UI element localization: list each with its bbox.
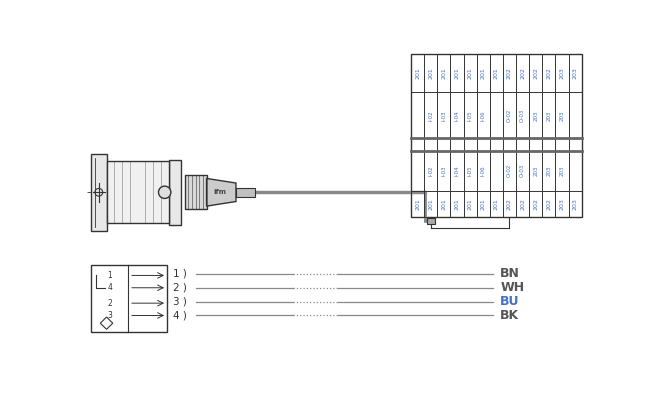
Text: 201: 201 (428, 67, 434, 79)
Text: BK: BK (500, 309, 519, 322)
Polygon shape (207, 179, 236, 206)
Text: 2: 2 (108, 299, 112, 308)
Text: 2 ): 2 ) (173, 283, 187, 293)
Text: 203: 203 (572, 198, 577, 210)
Text: 203: 203 (559, 110, 564, 120)
Text: 203: 203 (559, 198, 564, 210)
Text: 202: 202 (507, 67, 512, 79)
Text: O-02: O-02 (507, 109, 512, 122)
Text: 1 ): 1 ) (173, 269, 187, 279)
Text: 201: 201 (494, 198, 499, 210)
Text: I-05: I-05 (468, 110, 473, 121)
Text: 4: 4 (108, 283, 112, 292)
Text: 201: 201 (468, 67, 473, 79)
Text: 201: 201 (468, 198, 473, 210)
Text: 201: 201 (415, 67, 420, 79)
Text: 202: 202 (546, 198, 551, 210)
Text: 203: 203 (559, 67, 564, 79)
Text: 202: 202 (533, 198, 538, 210)
Text: 201: 201 (441, 198, 447, 210)
Text: 201: 201 (415, 198, 420, 210)
Text: 3: 3 (108, 311, 112, 320)
Text: 201: 201 (441, 67, 447, 79)
Text: O-03: O-03 (520, 164, 525, 177)
Text: BN: BN (500, 267, 520, 280)
Text: 202: 202 (520, 67, 525, 79)
Text: O-02: O-02 (507, 164, 512, 177)
Text: 4 ): 4 ) (173, 310, 187, 320)
Bar (91, 265, 167, 332)
Bar (236, 188, 255, 197)
Text: I-06: I-06 (481, 166, 486, 176)
Circle shape (158, 186, 171, 198)
Bar (427, 218, 435, 224)
Text: 202: 202 (507, 198, 512, 210)
Polygon shape (100, 317, 112, 329)
Text: O-03: O-03 (520, 109, 525, 122)
Text: 201: 201 (481, 198, 486, 210)
Text: BU: BU (500, 295, 520, 308)
Text: 202: 202 (546, 67, 551, 79)
Bar (169, 160, 181, 225)
Bar (107, 162, 169, 223)
Text: 201: 201 (481, 67, 486, 79)
Text: 3 ): 3 ) (173, 297, 187, 307)
Text: 201: 201 (455, 67, 460, 79)
Text: 203: 203 (546, 166, 551, 176)
Text: 203: 203 (533, 110, 538, 120)
Text: 203: 203 (533, 166, 538, 176)
Text: I-02: I-02 (428, 166, 434, 176)
Text: 1: 1 (108, 271, 112, 280)
Text: I-03: I-03 (441, 166, 447, 176)
Bar (185, 175, 207, 209)
Text: 201: 201 (455, 198, 460, 210)
Text: I-03: I-03 (441, 110, 447, 121)
Text: 203: 203 (559, 166, 564, 176)
Text: ifm: ifm (213, 189, 226, 195)
Text: I-04: I-04 (455, 166, 460, 176)
Text: 202: 202 (533, 67, 538, 79)
Text: I-04: I-04 (455, 110, 460, 121)
Text: 201: 201 (494, 67, 499, 79)
Text: WH: WH (500, 281, 525, 294)
Text: 203: 203 (572, 67, 577, 79)
Text: 203: 203 (546, 110, 551, 120)
Text: 201: 201 (428, 198, 434, 210)
Bar (411, 54, 581, 217)
Text: I-02: I-02 (428, 110, 434, 121)
Text: I-05: I-05 (468, 166, 473, 176)
Text: I-06: I-06 (481, 110, 486, 121)
Text: 202: 202 (520, 198, 525, 210)
Bar (91, 154, 107, 231)
